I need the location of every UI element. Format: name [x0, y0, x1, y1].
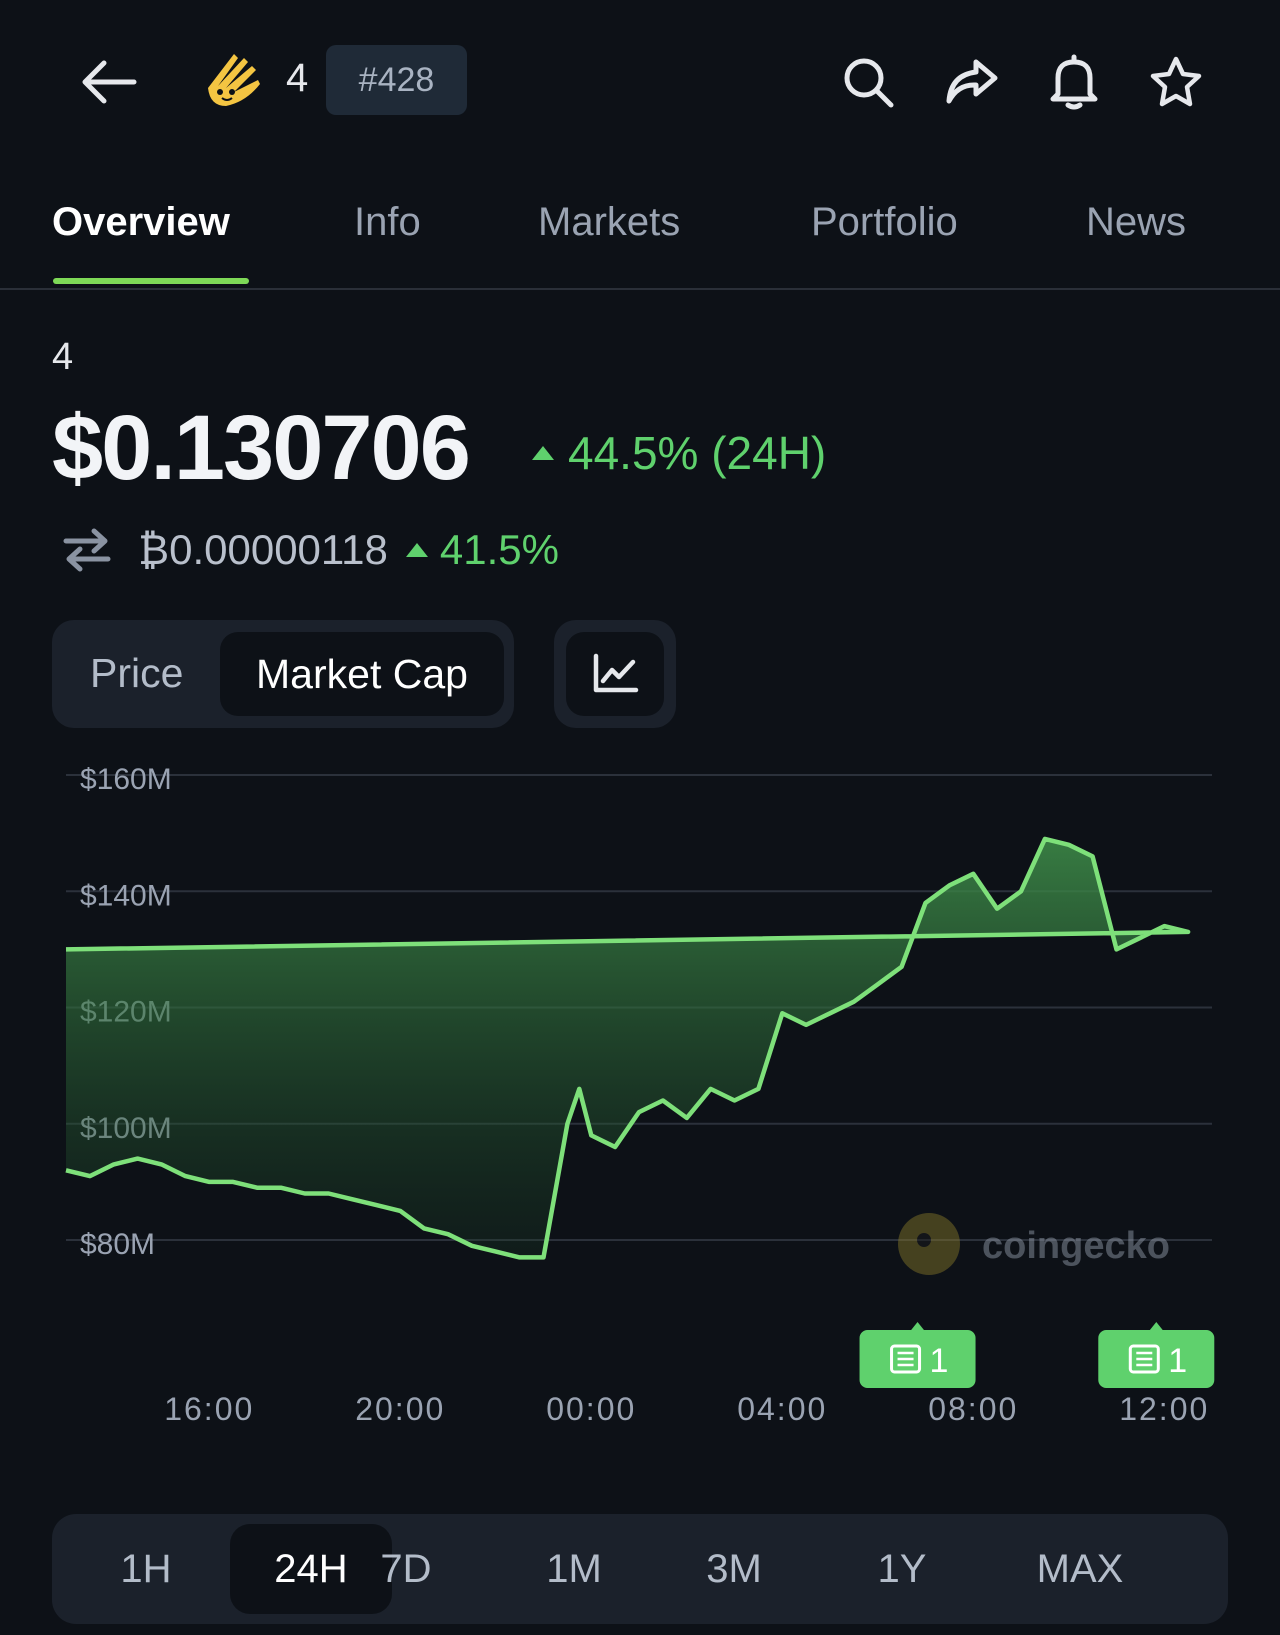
- btc-price-row: ₿0.00000118 41.5%: [62, 520, 559, 580]
- coin-symbol: 4: [286, 56, 309, 100]
- chart-type-toggle: [554, 620, 676, 728]
- tab-news[interactable]: News: [1086, 200, 1187, 244]
- chart-line: [65, 836, 1191, 1260]
- swap-arrows-icon: [63, 528, 111, 572]
- coin-name: 4: [52, 336, 74, 378]
- btc-price: ₿0.00000118: [138, 526, 388, 573]
- line-chart-button[interactable]: [566, 632, 664, 716]
- y-tick-label: $80M: [80, 1228, 155, 1261]
- star-icon: [1150, 56, 1202, 107]
- range-7d[interactable]: 7D: [380, 1546, 432, 1591]
- x-tick-label: 08:00: [928, 1391, 1018, 1427]
- btc-price-change-value: 41.5%: [439, 526, 559, 573]
- news-count: 1: [930, 1342, 949, 1380]
- market-cap-toggle[interactable]: Market Cap: [220, 632, 504, 716]
- coingecko-logo: [898, 1213, 960, 1275]
- newspaper-icon: [1128, 1344, 1160, 1374]
- news-marker[interactable]: 1: [1098, 1322, 1215, 1388]
- active-tab-indicator: [53, 278, 249, 284]
- top-bar: 4 #428: [0, 0, 1280, 160]
- alert-button[interactable]: [1038, 46, 1110, 118]
- range-max[interactable]: MAX: [1036, 1546, 1124, 1591]
- price-change-24h: 44.5% (24H): [532, 426, 826, 480]
- y-tick-label: $140M: [80, 879, 172, 912]
- price-toggle[interactable]: Price: [90, 650, 184, 696]
- watchlist-button[interactable]: [1140, 46, 1212, 118]
- range-1h[interactable]: 1H: [120, 1546, 172, 1591]
- news-marker[interactable]: 1: [859, 1322, 976, 1388]
- tab-info[interactable]: Info: [354, 200, 421, 244]
- newspaper-icon: [890, 1344, 922, 1374]
- time-range-selector: 1H 24H 7D 1M 3M 1Y MAX: [52, 1514, 1228, 1624]
- y-tick-label: $160M: [80, 763, 172, 796]
- market-cap-chart[interactable]: $160M$140M$120M$100M$80M coingecko 11 16…: [0, 740, 1280, 1440]
- back-button[interactable]: [72, 46, 144, 118]
- btc-price-change: 41.5%: [405, 526, 559, 574]
- back-arrow-icon: [82, 60, 137, 104]
- range-1m[interactable]: 1M: [546, 1546, 602, 1591]
- range-1y[interactable]: 1Y: [877, 1546, 927, 1591]
- x-tick-label: 12:00: [1119, 1391, 1209, 1427]
- line-chart-icon: [593, 653, 639, 693]
- watermark-text: coingecko: [982, 1225, 1170, 1267]
- current-price: $0.130706: [52, 397, 471, 499]
- bell-icon: [1050, 54, 1098, 110]
- range-3m[interactable]: 3M: [706, 1546, 762, 1591]
- coin-logo: [208, 54, 260, 106]
- x-tick-label: 00:00: [546, 1391, 636, 1427]
- chart-metric-toggle: Price Market Cap: [52, 620, 514, 728]
- news-count: 1: [1168, 1342, 1187, 1380]
- share-button[interactable]: [935, 46, 1007, 118]
- rank-badge: #428: [326, 45, 467, 115]
- tab-markets[interactable]: Markets: [538, 200, 681, 244]
- x-tick-label: 20:00: [355, 1391, 445, 1427]
- x-tick-label: 16:00: [164, 1391, 254, 1427]
- up-triangle-icon: [532, 446, 554, 460]
- share-icon: [946, 59, 998, 104]
- coingecko-watermark: coingecko: [898, 1213, 1170, 1275]
- search-button[interactable]: [832, 46, 904, 118]
- range-24h[interactable]: 24H: [230, 1524, 392, 1614]
- tab-overview[interactable]: Overview: [52, 200, 230, 244]
- x-tick-label: 04:00: [737, 1391, 827, 1427]
- tab-portfolio[interactable]: Portfolio: [811, 200, 958, 244]
- search-icon: [844, 58, 894, 108]
- price-change-24h-value: 44.5% (24H): [568, 427, 827, 479]
- chart-area: [66, 838, 1189, 1300]
- tab-bar: Overview Info Markets Portfolio News: [0, 170, 1280, 290]
- up-triangle-icon: [405, 543, 428, 557]
